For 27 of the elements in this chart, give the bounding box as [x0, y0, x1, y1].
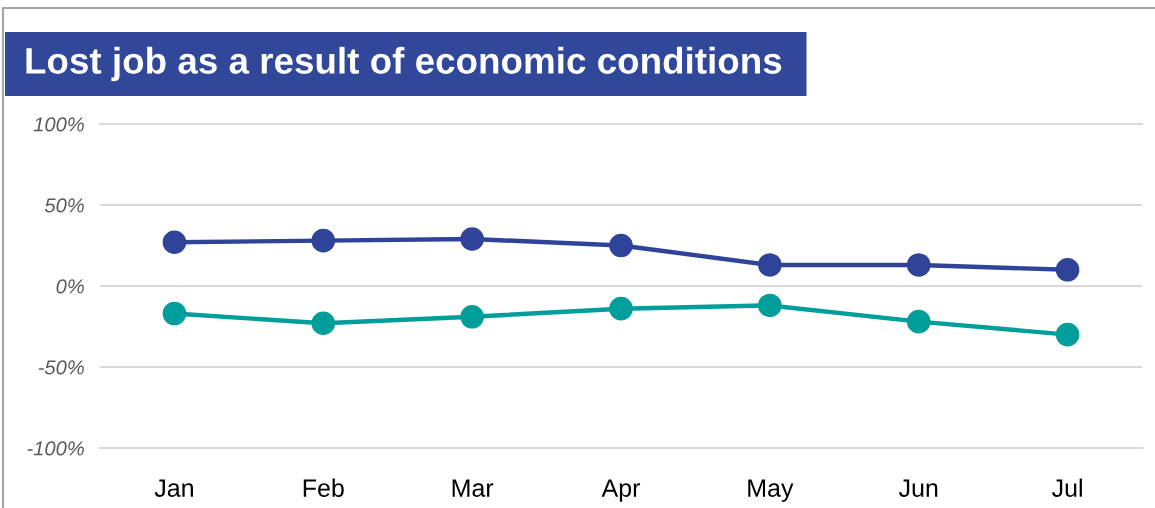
point	[311, 311, 336, 336]
point	[311, 228, 336, 253]
y-tick-label: 100%	[33, 117, 84, 132]
point	[906, 253, 931, 277]
point	[609, 233, 633, 258]
point	[758, 253, 782, 277]
x-tick-label: Feb	[303, 478, 344, 497]
point	[1055, 257, 1080, 282]
x-tick-label: Apr	[601, 479, 641, 502]
point	[460, 227, 484, 251]
point	[609, 296, 633, 321]
x-tick-label: May	[748, 479, 794, 502]
y-tick-label: -50%	[38, 360, 84, 375]
y-tick-label: 50%	[44, 198, 84, 213]
x-tick-label: Jan	[154, 479, 193, 497]
point	[162, 301, 187, 326]
x-tick-label: Mar	[452, 479, 494, 497]
x-tick-label: Jun	[898, 479, 938, 497]
chart-title: Lost job as a result of economic conditions	[26, 46, 782, 82]
x-tick-label: Jul	[1051, 478, 1082, 497]
point	[758, 293, 782, 318]
y-tick-label: 0%	[56, 279, 84, 294]
point	[1055, 322, 1080, 347]
point	[906, 309, 931, 334]
point	[460, 304, 484, 329]
point	[162, 230, 187, 255]
y-tick-label: -100%	[27, 441, 84, 456]
